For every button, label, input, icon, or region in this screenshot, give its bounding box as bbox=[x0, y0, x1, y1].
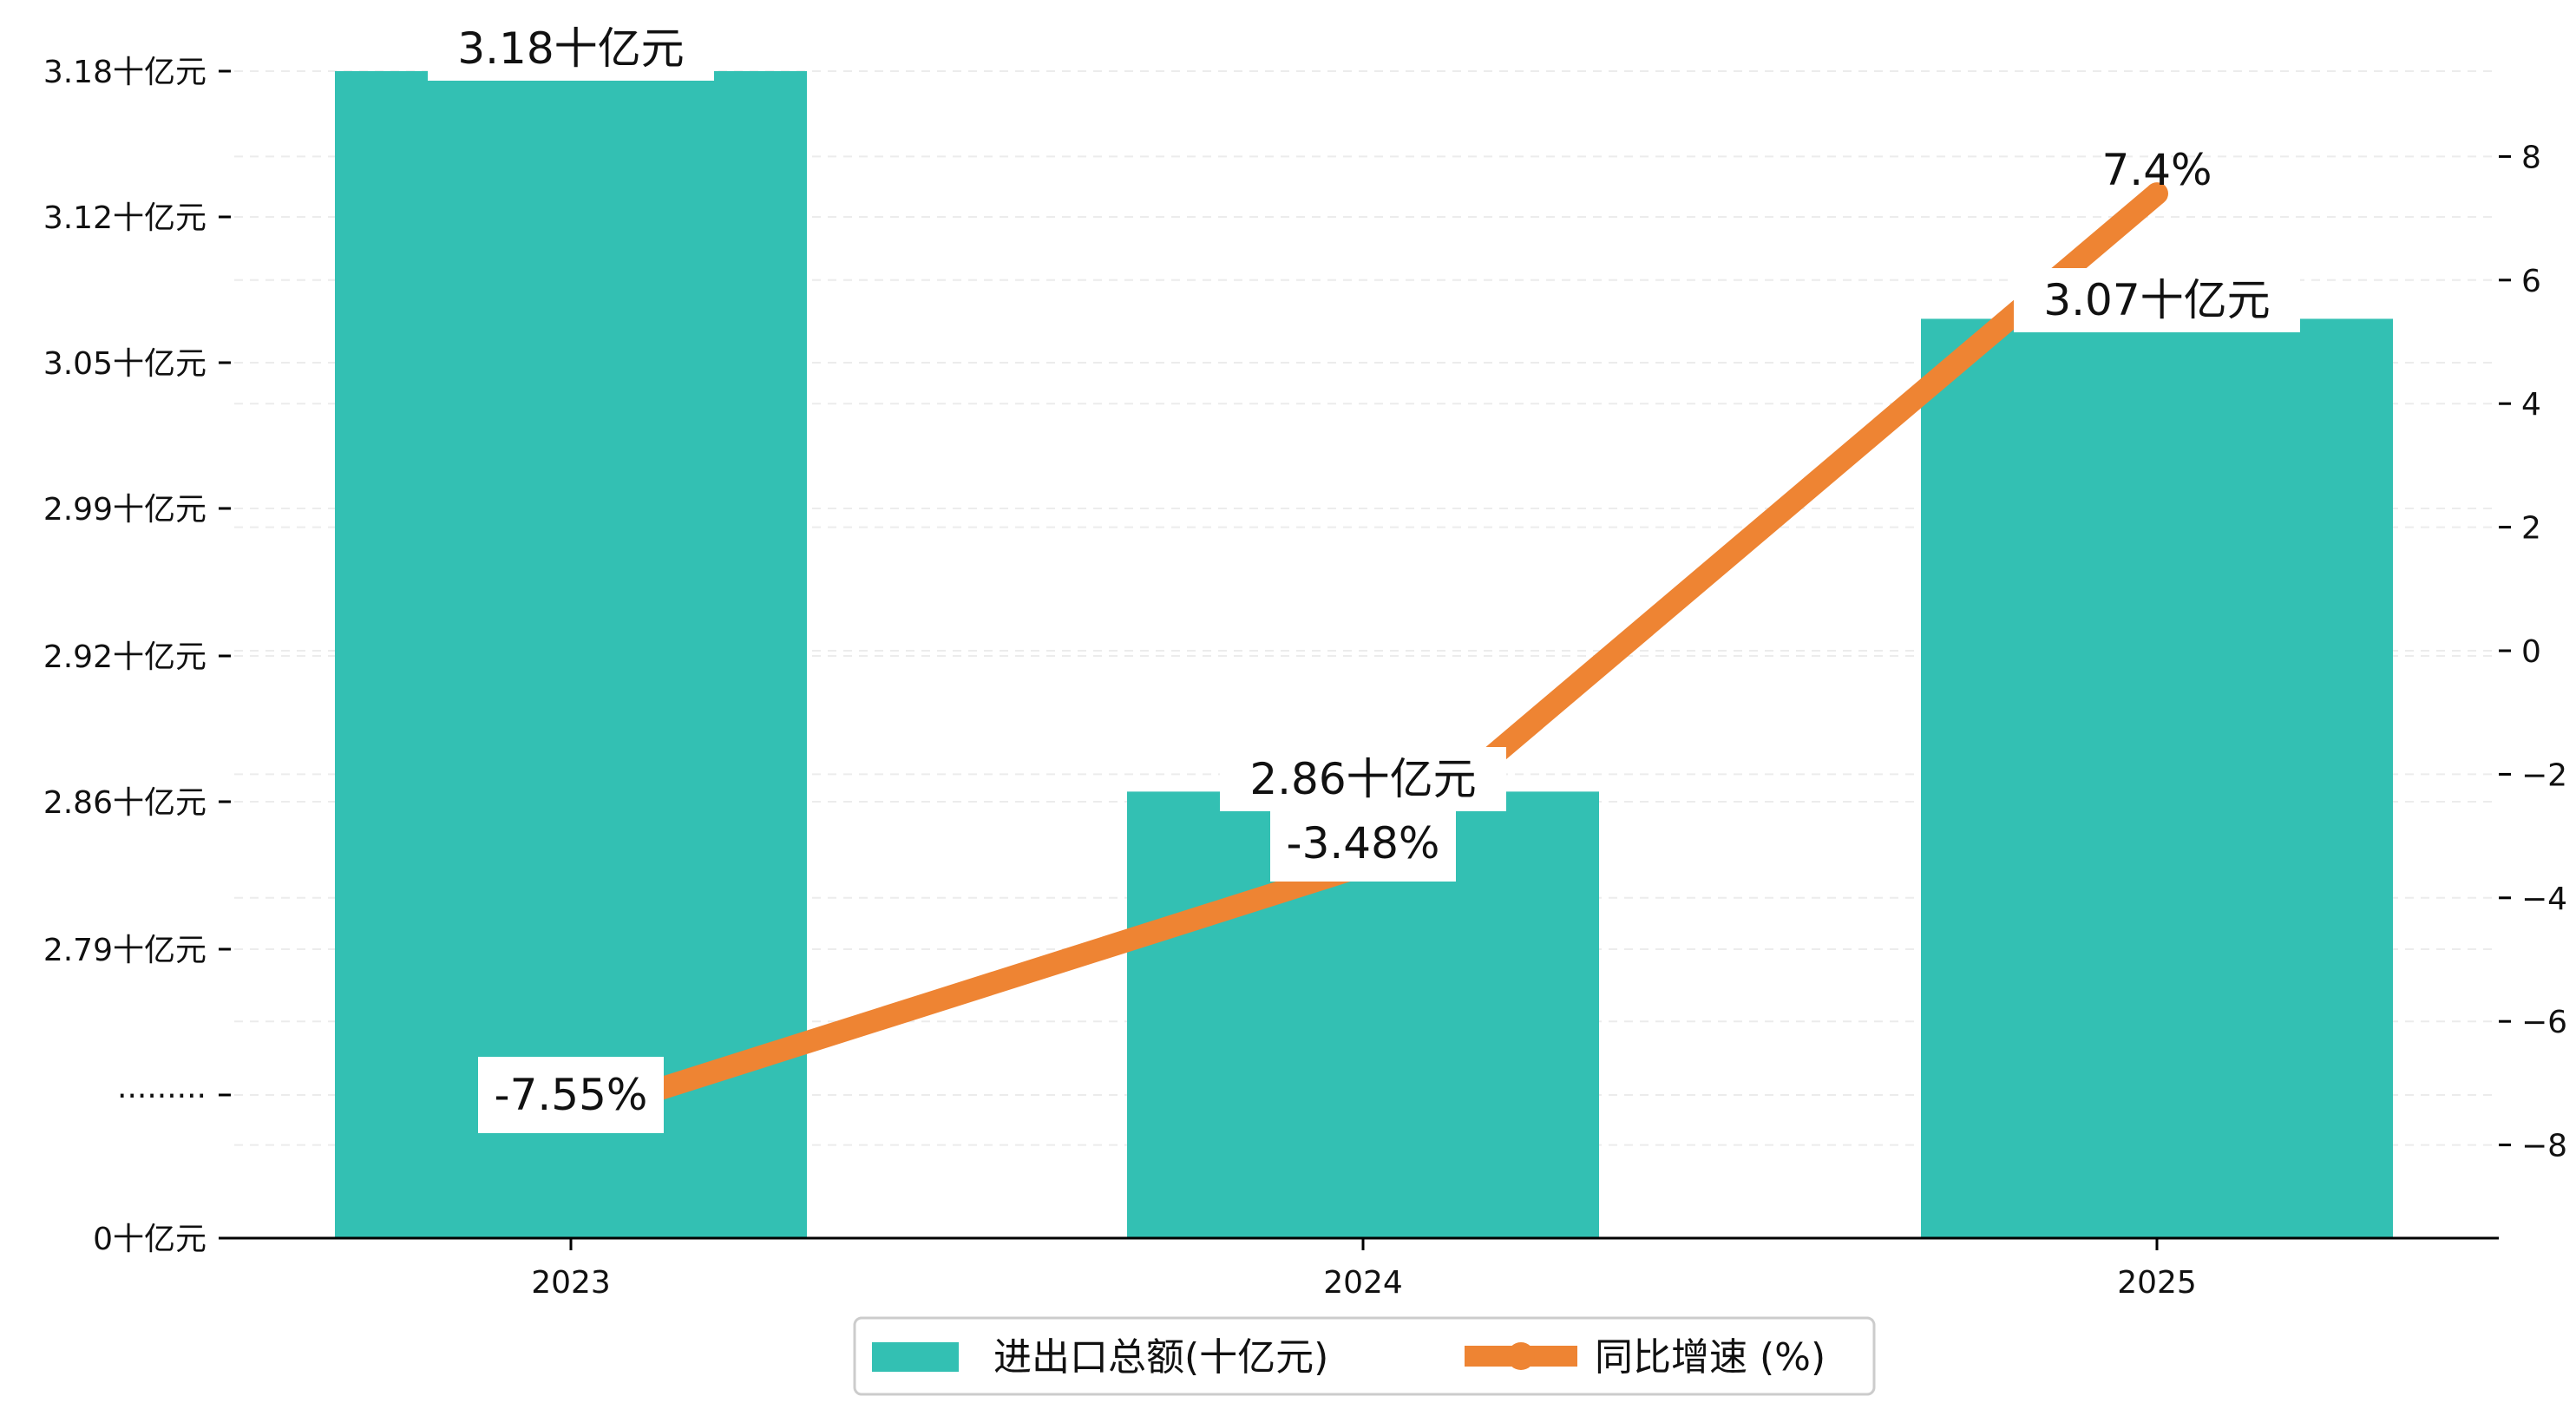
growth-point-2025 bbox=[2146, 182, 2168, 206]
bar-value-label-box bbox=[2014, 268, 2300, 332]
y-left-tick-label: 3.18十亿元 bbox=[43, 55, 206, 90]
y-right-tick-label: −8 bbox=[2521, 1129, 2567, 1164]
bar-2025 bbox=[1921, 318, 2393, 1238]
growth-value-label: -3.48% bbox=[1287, 818, 1440, 869]
x-tick-label: 2023 bbox=[531, 1265, 611, 1301]
y-left-tick-label: 0十亿元 bbox=[93, 1222, 206, 1257]
axes: 3.18十亿元 3.12十亿元 3.05十亿元 2.99十亿元 2.92十亿元 2.86十… bbox=[43, 55, 2567, 1301]
y-right-tick-label: −6 bbox=[2521, 1005, 2567, 1040]
x-tick-label: 2025 bbox=[2117, 1265, 2197, 1301]
growth-value-label-box bbox=[478, 1057, 664, 1133]
y-left-tick-label: 3.12十亿元 bbox=[43, 200, 206, 236]
legend[interactable]: 进出口总额(十亿元) 同比增速 (%) bbox=[853, 1316, 1876, 1396]
y-left-tick-label: 2.86十亿元 bbox=[43, 785, 206, 821]
y-left-tick-label: 2.92十亿元 bbox=[43, 639, 206, 675]
growth-value-label: 7.4% bbox=[2101, 145, 2212, 195]
bar-2023 bbox=[335, 71, 807, 1238]
growth-value-label-box bbox=[1270, 805, 1456, 882]
legend-marker bbox=[1507, 1342, 1535, 1370]
bar-value-label-box bbox=[1220, 747, 1506, 811]
legend-label-line: 同比增速 (%) bbox=[1595, 1335, 1825, 1380]
y-right-tick-label: 6 bbox=[2521, 264, 2541, 299]
bar-value-label: 3.07十亿元 bbox=[2043, 275, 2270, 325]
y-right-tick-label: −2 bbox=[2521, 757, 2567, 793]
legend-box bbox=[853, 1316, 1876, 1396]
bar-value-label: 3.18十亿元 bbox=[457, 23, 684, 74]
y-right-tick-label: −4 bbox=[2521, 882, 2567, 917]
y-left-tick-label: ········· bbox=[117, 1078, 206, 1114]
y-left-tick-label: 2.99十亿元 bbox=[43, 492, 206, 528]
y-right-tick-label: 0 bbox=[2521, 634, 2541, 670]
x-tick-label: 2024 bbox=[1323, 1265, 1403, 1301]
bars bbox=[335, 71, 2393, 1238]
y-left-tick-label: 3.05十亿元 bbox=[43, 346, 206, 382]
y-right-tick-label: 8 bbox=[2521, 140, 2541, 175]
y-right-tick-label: 4 bbox=[2521, 387, 2541, 423]
y-right-tick-label: 2 bbox=[2521, 511, 2541, 547]
bar-value-label: 2.86十亿元 bbox=[1249, 754, 1476, 804]
y-left-tick-label: 2.79十亿元 bbox=[43, 933, 206, 968]
data-labels: 3.18十亿元 2.86十亿元 3.07十亿元 -7.55% -3.48% 7.4% bbox=[428, 16, 2300, 1133]
legend-swatch-bar bbox=[872, 1342, 959, 1372]
legend-label-bar: 进出口总额(十亿元) bbox=[993, 1335, 1328, 1380]
bar-value-label-box bbox=[428, 16, 714, 81]
growth-value-label: -7.55% bbox=[495, 1070, 648, 1120]
